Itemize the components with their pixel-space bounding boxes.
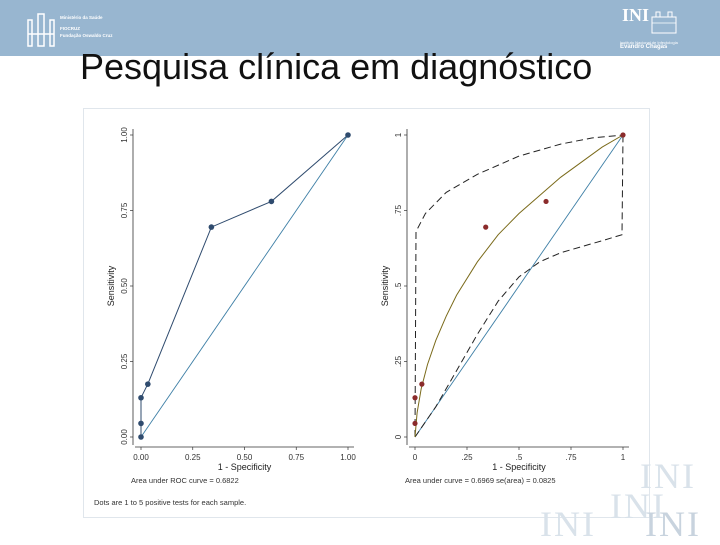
x-tick-label: .75 xyxy=(565,453,577,462)
watermark-ini-1: INI xyxy=(640,456,696,496)
x-tick-label: 1 xyxy=(621,453,626,462)
reference-diagonal xyxy=(140,134,349,438)
y-tick-label: .75 xyxy=(394,204,403,216)
area-annotation: Area under curve = 0.6969 se(area) = 0.0… xyxy=(405,476,556,485)
x-tick-label: .25 xyxy=(461,453,473,462)
roc-point xyxy=(345,132,351,138)
watermark-ini-3: INI xyxy=(540,504,596,544)
y-tick-label: 0.25 xyxy=(120,353,129,369)
roc-point xyxy=(138,420,144,427)
y-tick-label: .25 xyxy=(394,355,403,367)
x-tick-label: 0.00 xyxy=(133,453,149,462)
header-bar: Ministério da Saúde FIOCRUZ Fundação Osw… xyxy=(0,0,720,56)
reference-diagonal xyxy=(414,134,624,438)
x-tick-label: 0.25 xyxy=(185,453,201,462)
roc-point xyxy=(412,420,418,427)
y-tick-label: 0.00 xyxy=(120,429,129,445)
roc-figure-panel: 0.00 0.25 0.50 0.75 1.00 0.00 0.25 0.50 0.75 1.00… xyxy=(83,108,650,518)
roc-chart-fitted: 0 .25 .5 .75 1 0 .25 .5 .75 1 1 - Specificity Sensi… xyxy=(380,127,633,485)
x-tick-label: 0.75 xyxy=(288,453,304,462)
y-tick-label: 0 xyxy=(394,434,403,439)
x-axis-label: 1 - Specificity xyxy=(218,462,272,472)
roc-point xyxy=(419,381,425,387)
roc-point xyxy=(138,434,144,440)
x-axis-label: 1 - Specificity xyxy=(492,462,546,472)
x-tick-label: .5 xyxy=(516,453,523,462)
y-tick-label: 0.75 xyxy=(120,202,129,218)
org-line2: FIOCRUZ xyxy=(60,26,80,31)
ini-logo-text: INI xyxy=(622,5,650,25)
fitted-roc-curve xyxy=(414,134,624,438)
x-tick-label: 0 xyxy=(413,453,418,462)
upper-confidence-band xyxy=(414,134,624,438)
roc-point xyxy=(620,132,626,138)
lower-confidence-band xyxy=(414,134,624,438)
y-tick-label: 1 xyxy=(394,132,403,137)
roc-point xyxy=(138,394,144,401)
roc-point xyxy=(483,224,489,230)
ini-caption-line2: Evandro Chagas xyxy=(620,44,668,50)
ini-caption: Instituto Nacional de Infectologia Evand… xyxy=(620,40,690,50)
y-axis-label: Sensitivity xyxy=(380,265,390,306)
y-axis-label: Sensitivity xyxy=(106,265,116,306)
roc-chart-empirical: 0.00 0.25 0.50 0.75 1.00 0.00 0.25 0.50 0.75 1.00… xyxy=(94,127,358,507)
roc-point xyxy=(145,381,151,387)
y-tick-label: .5 xyxy=(394,282,403,289)
org-line1: Ministério da Saúde xyxy=(60,15,103,20)
plot-region xyxy=(405,127,633,447)
organization-text: Ministério da Saúde FIOCRUZ Fundação Osw… xyxy=(60,14,113,39)
y-tick-label: 0.50 xyxy=(120,278,129,294)
roc-charts: 0.000.250.500.751.000.00 0.25 0.50 0.75 1.00… xyxy=(94,127,633,507)
watermark-ini-2: INI xyxy=(610,486,666,526)
watermark-ini-4: INI xyxy=(645,504,701,544)
plot-region xyxy=(131,127,358,447)
area-annotation: Area under ROC curve = 0.6822 xyxy=(131,476,239,485)
ini-logo: INI xyxy=(620,5,680,51)
ini-caption-line1: Instituto Nacional de Infectologia xyxy=(620,40,678,45)
y-tick-label: 1.00 xyxy=(120,127,129,143)
org-line3: Fundação Oswaldo Cruz xyxy=(60,33,113,38)
roc-point xyxy=(412,395,418,401)
roc-point xyxy=(268,198,275,205)
roc-point xyxy=(543,198,549,205)
roc-point xyxy=(208,224,215,230)
slide-title: Pesquisa clínica em diagnóstico xyxy=(80,46,593,87)
building-icon xyxy=(651,11,677,34)
x-tick-label: 0.50 xyxy=(237,453,253,462)
chart-footnote: Dots are 1 to 5 positive tests for each … xyxy=(94,498,246,507)
ministry-logo-icon xyxy=(27,13,55,47)
x-tick-label: 1.00 xyxy=(340,453,356,462)
